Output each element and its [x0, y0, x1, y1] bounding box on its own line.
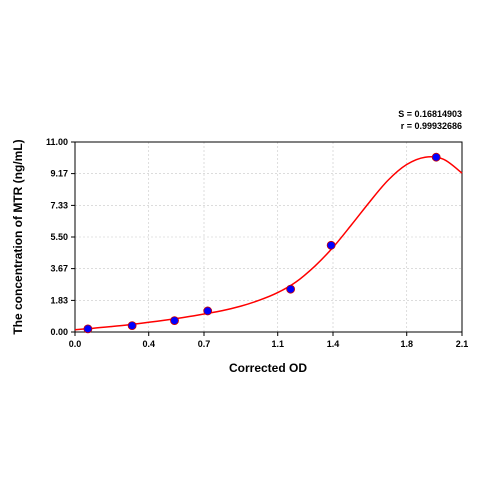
y-tick-label: 7.33: [50, 200, 68, 210]
data-point: [326, 240, 336, 250]
fit-curve: [74, 156, 463, 331]
x-tick-label: 1.1: [271, 339, 284, 349]
y-tick-label: 1.83: [50, 295, 68, 305]
data-point: [431, 152, 441, 162]
y-tick-label: 11.00: [46, 137, 68, 147]
y-axis-title: The concentration of MTR (ng/mL): [11, 139, 25, 334]
x-axis-title: Corrected OD: [229, 361, 307, 375]
stat-s: S = 0.16814903: [398, 109, 462, 119]
x-tick-label: 2.1: [456, 339, 469, 349]
x-axis: 0.0 0.4 0.7 1.1 1.4 1.8 2.1: [69, 332, 469, 349]
x-tick-label: 1.4: [327, 339, 340, 349]
x-tick-label: 0.7: [198, 339, 211, 349]
x-tick-label: 0.0: [69, 339, 82, 349]
data-point: [127, 321, 137, 331]
y-tick-label: 9.17: [50, 169, 68, 179]
y-axis: 0.00 1.83 3.67 5.50 7.33 9.17 11.00: [46, 137, 75, 337]
x-tick-label: 1.8: [400, 339, 413, 349]
y-tick-label: 0.00: [50, 327, 68, 337]
data-points: [83, 152, 441, 334]
data-point: [286, 284, 296, 294]
data-point: [83, 324, 93, 334]
y-tick-label: 5.50: [50, 232, 68, 242]
y-tick-label: 3.67: [50, 264, 68, 274]
data-point: [170, 316, 179, 326]
x-tick-label: 0.4: [142, 339, 155, 349]
stat-r: r = 0.99932686: [401, 121, 462, 131]
data-point: [203, 306, 213, 316]
grid-lines: [75, 142, 462, 332]
